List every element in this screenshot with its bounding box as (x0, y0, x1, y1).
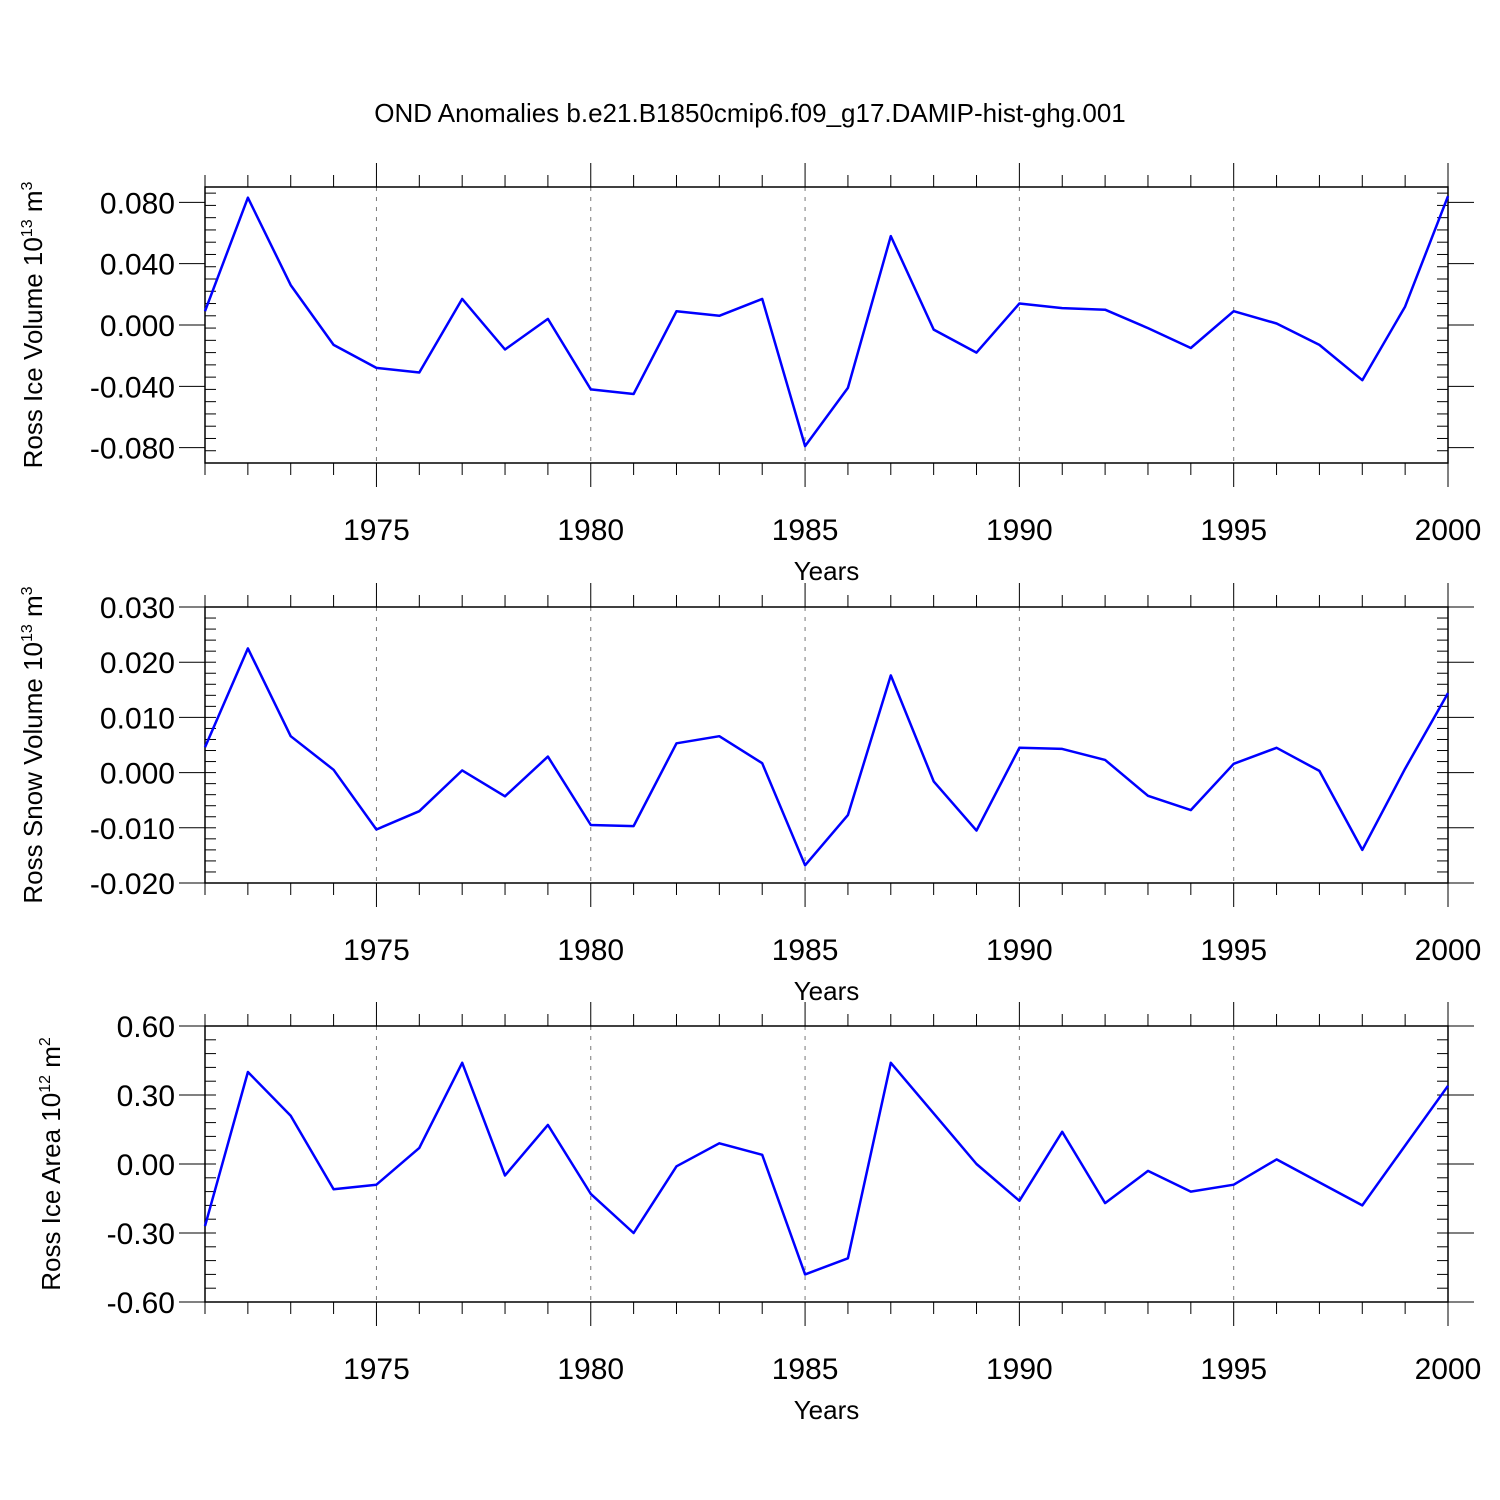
x-axis-label: Years (794, 1395, 860, 1425)
x-tick-label: 1980 (557, 1353, 624, 1386)
y-axis-label: Ross Ice Volume 1013 m3 (18, 181, 48, 468)
y-tick-label: -0.040 (90, 371, 175, 404)
y-tick-label: -0.010 (90, 813, 175, 846)
x-tick-label: 1985 (772, 514, 839, 547)
x-tick-label: 1995 (1200, 934, 1267, 967)
y-tick-label: 0.000 (100, 310, 175, 343)
y-axis-label: Ross Ice Area 1012 m2 (36, 1037, 66, 1291)
y-tick-label: 0.040 (100, 249, 175, 282)
panel-3: -0.60 -0.30 0.00 0.30 0.60 1975 1980 1985 1990 19… (36, 1002, 1481, 1425)
x-tick-label: 1995 (1200, 514, 1267, 547)
x-tick-label: 1980 (557, 934, 624, 967)
x-tick-label: 1990 (986, 1353, 1053, 1386)
y-tick-label: 0.080 (100, 187, 175, 220)
x-tick-label: 1975 (343, 514, 410, 547)
y-tick-label: 0.30 (117, 1080, 175, 1113)
panel-2: -0.020 -0.010 0.000 0.010 0.020 0.030 1975 1980… (18, 583, 1481, 1006)
x-tick-label: 2000 (1415, 934, 1482, 967)
x-tick-label: 1975 (343, 1353, 410, 1386)
y-tick-label: -0.60 (107, 1287, 175, 1320)
plot-frame (204, 186, 1449, 464)
y-tick-label: 0.010 (100, 702, 175, 735)
panel-1: -0.080 -0.040 0.000 0.040 0.080 1975 1980 1985 1… (18, 163, 1481, 586)
y-tick-label: 0.030 (100, 592, 175, 625)
x-axis-label: Years (794, 556, 860, 586)
x-axis-label: Years (794, 976, 860, 1006)
x-tick-label: 1975 (343, 934, 410, 967)
x-tick-label: 1990 (986, 934, 1053, 967)
y-tick-label: 0.000 (100, 758, 175, 791)
series-line (203, 195, 1450, 448)
y-tick-label: 0.020 (100, 647, 175, 680)
plot-frame (204, 1025, 1449, 1303)
y-tick-label: 0.60 (117, 1011, 175, 1044)
y-tick-label: 0.00 (117, 1149, 175, 1182)
x-tick-label: 2000 (1415, 1353, 1482, 1386)
x-tick-label: 1980 (557, 514, 624, 547)
x-tick-label: 2000 (1415, 514, 1482, 547)
series-line (203, 647, 1450, 867)
x-tick-label: 1985 (772, 934, 839, 967)
y-tick-label: -0.080 (90, 433, 175, 466)
chart-title: OND Anomalies b.e21.B1850cmip6.f09_g17.D… (374, 98, 1126, 128)
y-tick-label: -0.30 (107, 1218, 175, 1251)
series-line (203, 1061, 1450, 1276)
x-tick-label: 1985 (772, 1353, 839, 1386)
x-tick-label: 1995 (1200, 1353, 1267, 1386)
x-tick-label: 1990 (986, 514, 1053, 547)
y-tick-label: -0.020 (90, 868, 175, 901)
y-axis-label: Ross Snow Volume 1013 m3 (18, 586, 48, 903)
